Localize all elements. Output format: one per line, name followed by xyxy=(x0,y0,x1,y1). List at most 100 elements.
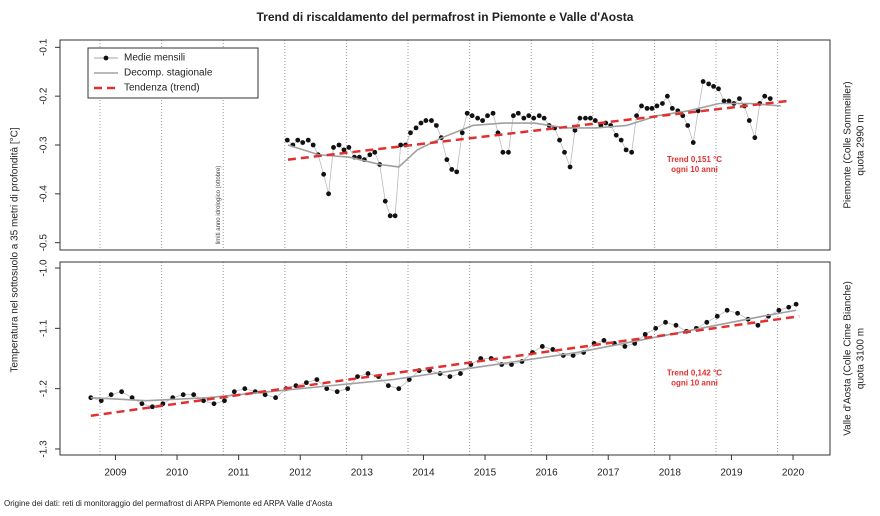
data-point xyxy=(755,322,761,328)
data-point xyxy=(726,98,732,104)
data-point xyxy=(469,113,475,119)
data-point xyxy=(500,149,506,155)
data-point xyxy=(119,389,124,395)
data-point xyxy=(300,140,306,145)
series-line xyxy=(90,315,800,418)
data-point xyxy=(314,377,320,383)
data-point xyxy=(577,115,583,121)
data-point xyxy=(654,103,660,109)
data-point xyxy=(664,93,670,99)
y-tick-label: -0.1 xyxy=(39,38,50,56)
data-point xyxy=(326,191,331,197)
data-point xyxy=(570,353,576,358)
x-tick-label: 2013 xyxy=(351,468,374,479)
legend-label: Medie mensili xyxy=(124,53,185,64)
year-bound-note: limiti anno idrologico (ottobre) xyxy=(216,166,222,245)
data-point xyxy=(310,142,316,148)
data-point xyxy=(669,105,675,111)
y-tick-label: -0.3 xyxy=(39,136,50,154)
data-point xyxy=(634,113,639,119)
data-point xyxy=(98,398,104,404)
data-point xyxy=(429,118,434,123)
data-point xyxy=(509,362,514,367)
data-point xyxy=(396,386,402,392)
data-point xyxy=(557,137,562,143)
data-point xyxy=(562,149,567,155)
data-point xyxy=(623,147,629,153)
trend-annotation: ogni 10 anni xyxy=(671,165,718,174)
data-point xyxy=(737,96,742,102)
data-point xyxy=(490,110,496,116)
data-point xyxy=(262,392,268,398)
data-point xyxy=(711,83,716,89)
data-point xyxy=(786,304,792,310)
data-point xyxy=(345,386,351,392)
data-point xyxy=(449,167,455,172)
data-point xyxy=(367,152,373,158)
data-point xyxy=(673,322,679,328)
data-point xyxy=(295,137,301,143)
side-label: quota 3100 m xyxy=(856,328,867,389)
x-tick-label: 2016 xyxy=(536,468,559,479)
data-point xyxy=(334,389,340,395)
y-tick-label: -0.2 xyxy=(39,87,50,105)
data-point xyxy=(413,125,419,131)
data-point xyxy=(231,389,237,395)
y-tick-label: -1.1 xyxy=(39,319,50,337)
data-point xyxy=(706,81,712,87)
data-point xyxy=(716,86,721,92)
data-point xyxy=(572,127,578,133)
data-point xyxy=(735,310,740,316)
y-tick-label: -0.5 xyxy=(39,234,50,252)
data-point xyxy=(746,118,752,123)
series-line xyxy=(287,99,788,161)
trend-annotation: Trend 0,142 °C xyxy=(667,369,722,378)
data-point xyxy=(480,118,485,123)
x-tick-label: 2019 xyxy=(720,468,743,479)
data-point xyxy=(767,96,773,102)
data-point xyxy=(385,383,391,389)
data-point xyxy=(444,157,450,163)
data-point xyxy=(458,371,463,376)
data-point xyxy=(690,140,696,145)
data-point xyxy=(459,130,465,136)
data-point xyxy=(321,171,327,177)
x-tick-label: 2014 xyxy=(412,468,435,479)
data-point xyxy=(541,115,547,121)
legend-label: Decomp. stagionale xyxy=(124,68,213,79)
data-point xyxy=(695,108,701,114)
x-tick-label: 2011 xyxy=(228,468,250,479)
data-point xyxy=(660,101,665,106)
x-tick-label: 2009 xyxy=(104,468,127,479)
data-point xyxy=(793,301,799,307)
data-point xyxy=(583,115,588,121)
data-point xyxy=(191,392,197,398)
trend-annotation: ogni 10 anni xyxy=(671,379,718,388)
data-point xyxy=(108,392,114,398)
data-point xyxy=(700,79,706,84)
data-point xyxy=(355,374,360,379)
data-point xyxy=(464,110,470,116)
data-point xyxy=(644,105,650,111)
data-point xyxy=(273,395,278,401)
x-tick-label: 2020 xyxy=(782,468,805,479)
data-point xyxy=(714,313,720,319)
data-point xyxy=(129,395,135,401)
series-line xyxy=(287,102,781,168)
x-tick-label: 2012 xyxy=(289,468,312,479)
data-point xyxy=(139,401,145,407)
data-point xyxy=(704,319,710,325)
y-tick-label: -1.3 xyxy=(39,440,50,458)
data-point xyxy=(521,115,527,121)
data-point xyxy=(642,331,648,337)
data-point xyxy=(762,93,768,99)
data-point xyxy=(506,149,511,155)
data-point xyxy=(392,213,398,219)
plot-frame xyxy=(59,39,831,251)
data-point xyxy=(515,110,521,116)
data-point xyxy=(304,380,309,386)
series-line xyxy=(90,303,797,408)
data-point xyxy=(622,344,628,349)
data-point xyxy=(618,137,624,143)
